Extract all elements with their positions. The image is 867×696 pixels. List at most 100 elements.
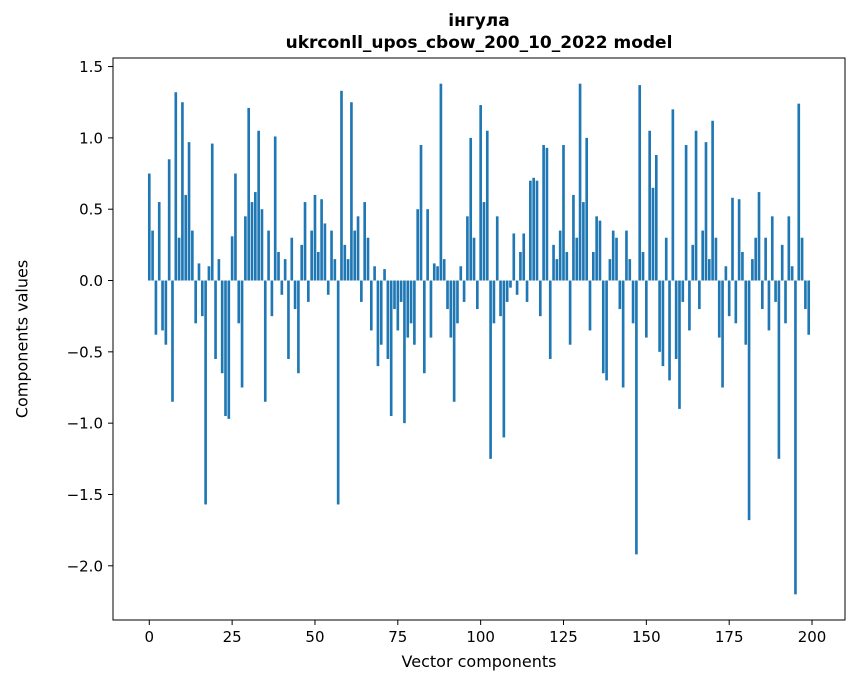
bar (426, 209, 429, 281)
bar (277, 251, 280, 281)
bar (356, 216, 360, 281)
bar (210, 143, 214, 281)
bar (419, 145, 423, 281)
bar (641, 251, 645, 281)
bar (598, 220, 602, 281)
bar (734, 280, 738, 324)
y-tick-label: 0.5 (79, 201, 103, 219)
bar (396, 280, 400, 331)
bar (224, 280, 227, 417)
bar (701, 230, 704, 281)
bar (548, 280, 552, 359)
bar (694, 130, 698, 281)
bar (247, 107, 251, 281)
bar (204, 280, 207, 505)
bar (217, 259, 221, 281)
bar (578, 83, 582, 281)
bar (244, 216, 247, 281)
bar (363, 202, 366, 281)
bar (545, 147, 549, 281)
bar (645, 280, 648, 338)
bar (664, 237, 668, 281)
bar (747, 280, 751, 521)
bar (366, 237, 370, 281)
bar (777, 280, 781, 459)
bar (770, 216, 774, 281)
bar (181, 102, 184, 281)
bar (529, 180, 532, 281)
bar (761, 280, 764, 310)
bar (658, 280, 661, 352)
bar (751, 259, 754, 281)
bar (479, 105, 482, 281)
bar (509, 280, 512, 288)
y-tick-label: 0.0 (79, 272, 103, 290)
bar (376, 280, 380, 367)
bar (472, 237, 476, 281)
bar (499, 280, 502, 317)
bar (611, 230, 615, 281)
bar (489, 280, 492, 459)
bar (558, 230, 562, 281)
bar (432, 263, 436, 281)
bar (214, 280, 217, 359)
y-axis-label: Components values (12, 259, 32, 419)
bar (409, 280, 413, 324)
bar (704, 142, 708, 281)
bar (436, 266, 439, 281)
bar (502, 280, 506, 438)
bar (399, 280, 403, 302)
bar (369, 280, 373, 331)
bar (635, 280, 638, 555)
bar (648, 130, 651, 281)
bar (618, 280, 622, 310)
bar (727, 280, 731, 317)
bar (164, 280, 168, 345)
bar (608, 259, 612, 281)
bar (512, 233, 516, 281)
bar (754, 237, 758, 281)
bar (519, 251, 522, 281)
bar (449, 280, 453, 338)
bar (780, 244, 784, 281)
bar (671, 109, 675, 281)
bar (582, 202, 585, 281)
bar (482, 202, 486, 281)
bar (542, 145, 545, 281)
bar (654, 154, 658, 281)
bar (379, 280, 383, 345)
bar (250, 202, 254, 281)
bar (721, 280, 724, 388)
bar (257, 130, 260, 281)
bar (459, 266, 463, 281)
bar (568, 280, 572, 345)
bar (230, 236, 234, 281)
bar (585, 137, 589, 281)
bar (429, 280, 433, 338)
bar (350, 102, 353, 281)
bar (234, 173, 237, 281)
bar (784, 280, 787, 324)
bar (684, 145, 688, 281)
bar (353, 230, 357, 281)
x-tick-label: 125 (549, 628, 578, 646)
bar (717, 280, 721, 338)
bar (469, 137, 473, 281)
bar (154, 280, 158, 335)
bar (688, 280, 691, 331)
bar (273, 136, 277, 281)
bar (293, 280, 297, 310)
y-tick-label: 1.5 (79, 58, 103, 76)
bar (601, 280, 605, 374)
bar (310, 230, 313, 281)
bar (807, 280, 811, 335)
bar (625, 230, 628, 281)
bar (307, 280, 310, 302)
bar (565, 251, 569, 281)
bar (651, 187, 655, 281)
bar (691, 244, 695, 281)
bar (416, 209, 420, 281)
bar (466, 216, 469, 281)
bar (343, 244, 347, 281)
